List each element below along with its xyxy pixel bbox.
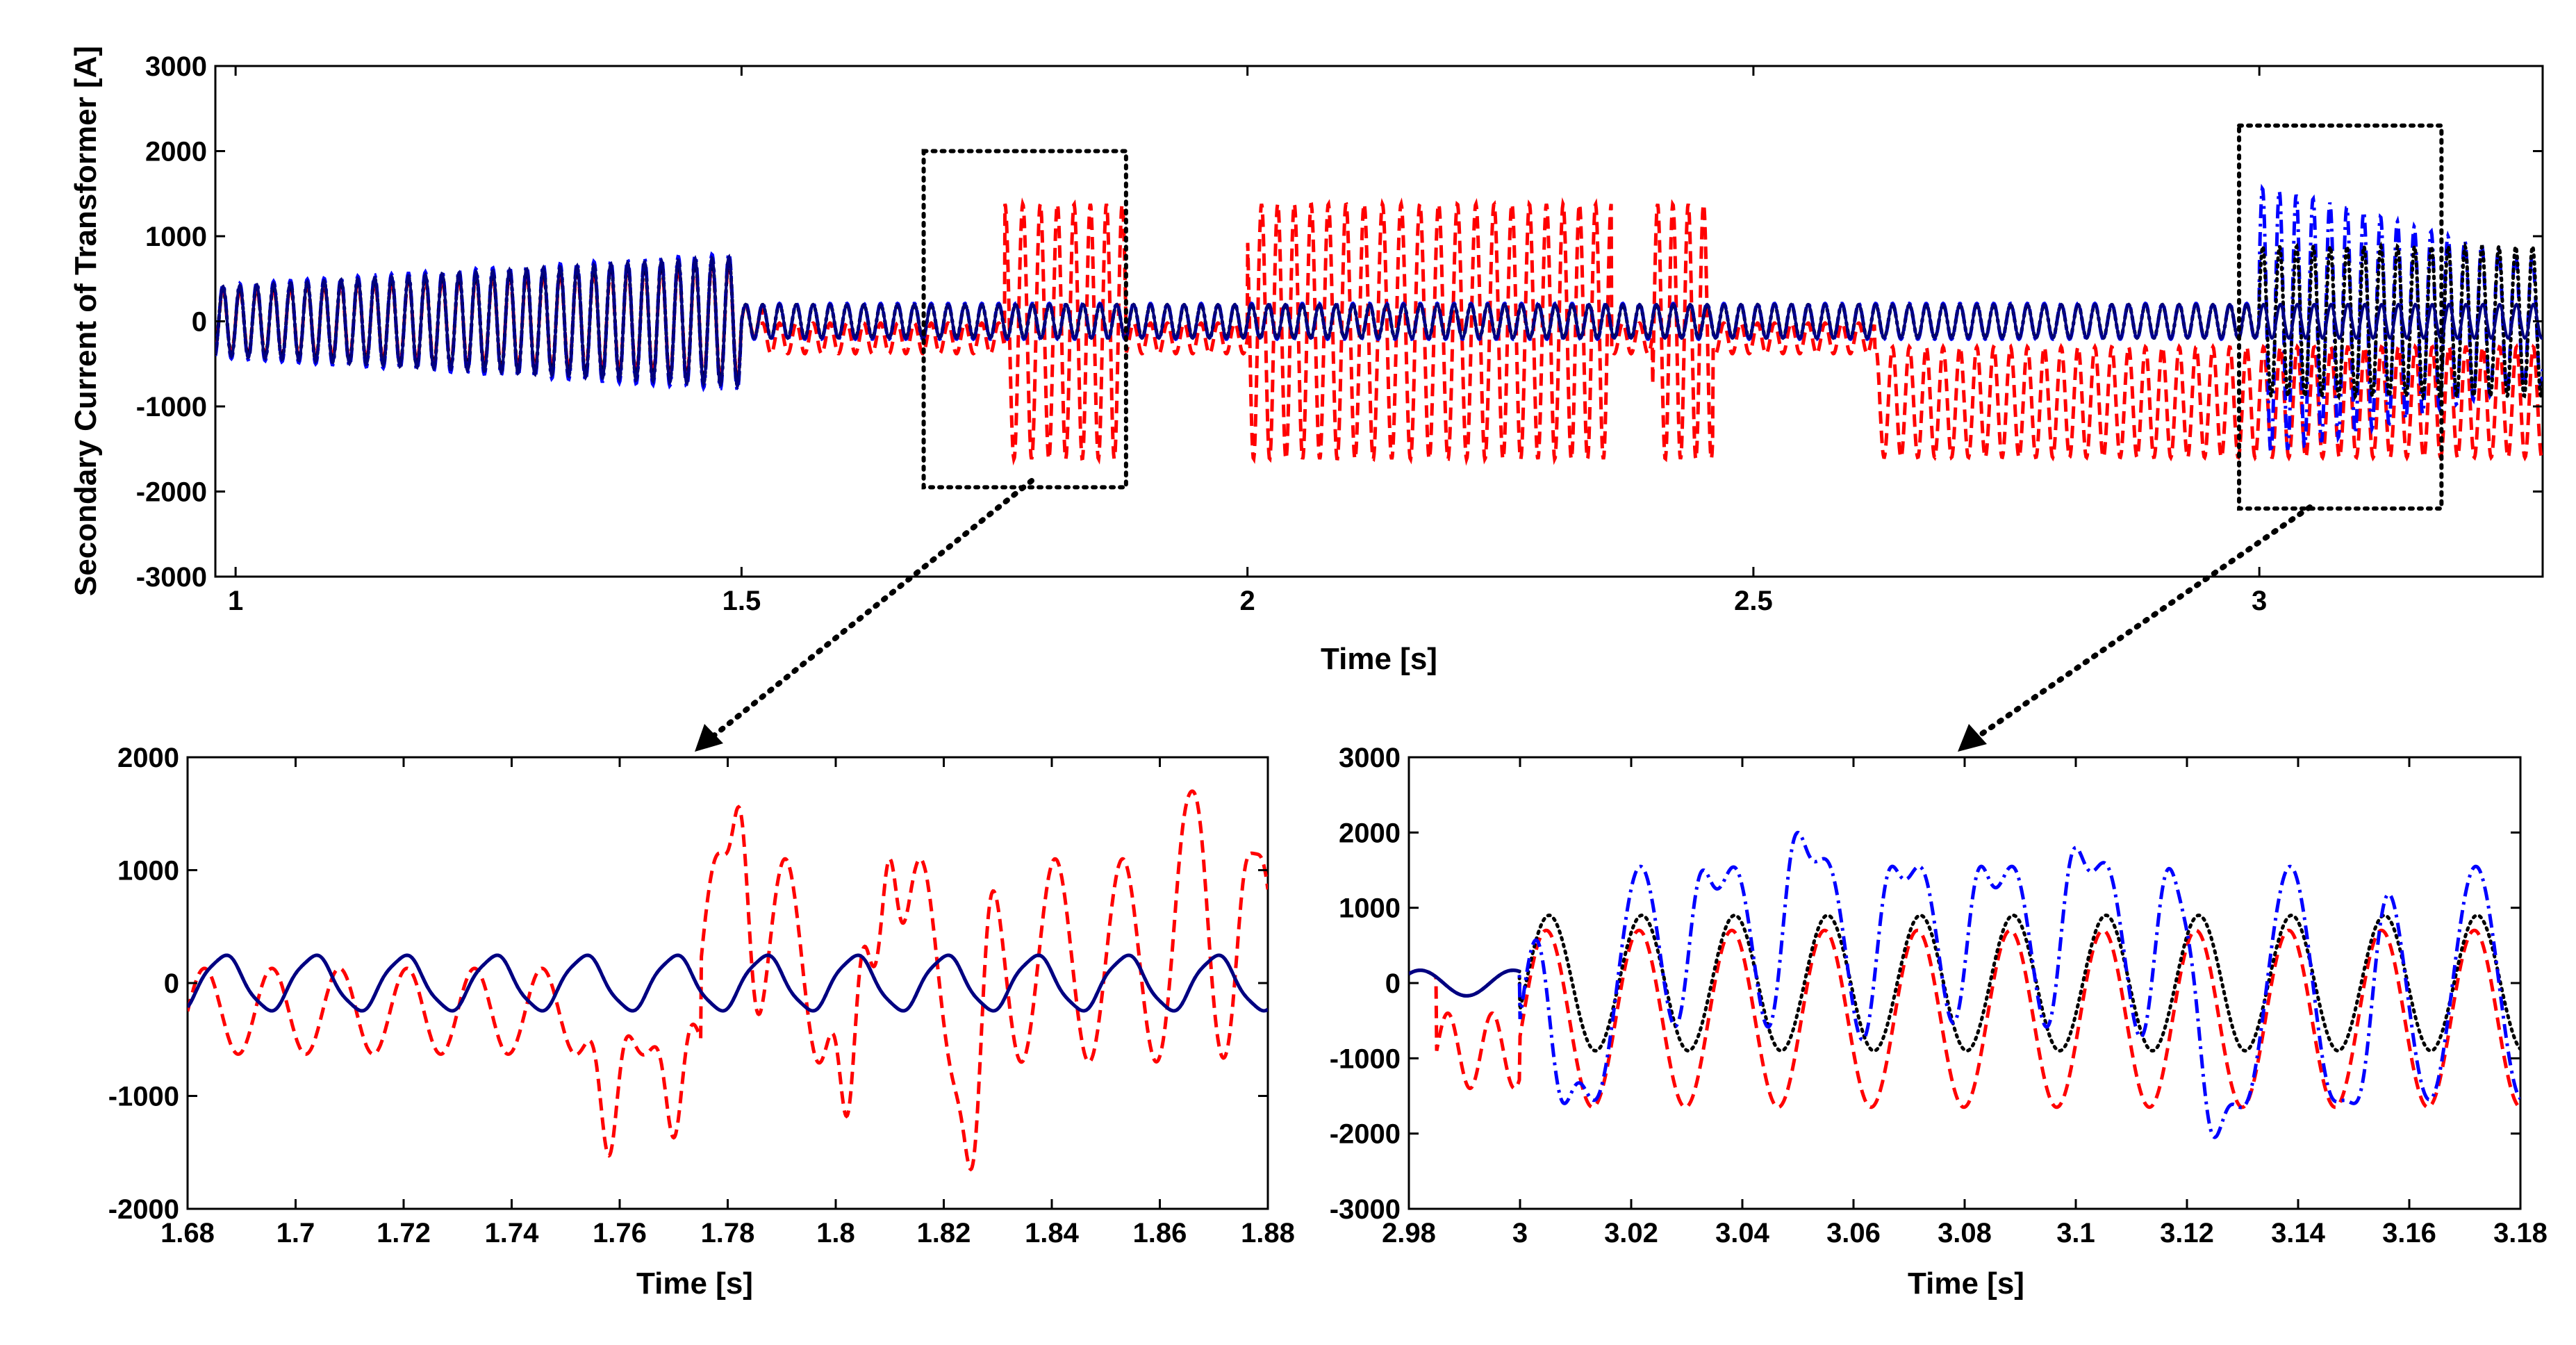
zoom-right-x-tick-label: 2.98 <box>1382 1218 1436 1248</box>
zoom-right-series-blue-dashdot <box>1409 830 2520 1139</box>
zoom-right-x-tick-label: 3.1 <box>2056 1218 2095 1248</box>
arrowhead-right-icon <box>1958 724 1987 752</box>
zoom-left-plot-frame <box>186 756 1269 1210</box>
zoom-right-x-tick-label: 3.16 <box>2382 1218 2436 1248</box>
zoom-left-series-navy-solid <box>188 953 1268 1013</box>
main-x-tick-label: 2 <box>1240 586 1255 616</box>
zoom-left-x-tick-label: 1.84 <box>1025 1218 1080 1248</box>
main-chart: 1 1.5 2 2.5 3 -3000 -2000 -1000 0 1000 2000 3000 Se… <box>69 46 2544 676</box>
zoom-left-x-tick-label: 1.8 <box>816 1218 855 1248</box>
zoom-right-y-tick-label: -1000 <box>1330 1043 1401 1074</box>
zoom-right-plot-frame <box>1407 756 2522 1210</box>
connector-left <box>706 478 1034 743</box>
zoom-left-x-axis-label: Time [s] <box>636 1266 753 1301</box>
zoom-left-x-tick-label: 1.72 <box>377 1218 431 1248</box>
zoom-right-y-tick-label: 2000 <box>1339 818 1401 848</box>
zoom-left-y-tick-label: 1000 <box>117 856 179 886</box>
arrowhead-left-icon <box>695 724 723 752</box>
zoom-left-x-tick-label: 1.76 <box>593 1218 647 1248</box>
zoom-right-x-tick-label: 3.04 <box>1715 1218 1770 1248</box>
main-x-tick-label: 3 <box>2252 586 2267 616</box>
zoom-right-series-red-dashed <box>1409 928 2520 1109</box>
main-y-tick-label: -3000 <box>136 562 207 593</box>
main-axis-ticks: 1 1.5 2 2.5 3 -3000 -2000 -1000 0 1000 2000 3000 <box>136 51 2543 616</box>
zoom-right-x-tick-label: 3 <box>1512 1218 1528 1248</box>
main-series-navy-solid <box>215 254 2543 390</box>
zoom-right-x-tick-label: 3.18 <box>2493 1218 2548 1248</box>
main-x-axis-label: Time [s] <box>1321 642 1437 676</box>
connector-right <box>1970 504 2313 743</box>
zoom-right-y-tick-label: 0 <box>1385 968 1401 999</box>
main-x-tick-label: 1 <box>228 586 243 616</box>
zoom-left-x-tick-label: 1.74 <box>485 1218 540 1248</box>
zoom-left-x-tick-label: 1.68 <box>160 1218 215 1248</box>
zoom-left-x-tick-label: 1.7 <box>276 1218 315 1248</box>
zoom-right-x-tick-label: 3.14 <box>2271 1218 2326 1248</box>
zoom-left-series-group <box>188 789 1268 1172</box>
zoom-right-x-tick-label: 3.12 <box>2160 1218 2214 1248</box>
zoom-right-y-tick-label: 1000 <box>1339 893 1401 924</box>
main-x-tick-label: 1.5 <box>723 586 761 616</box>
zoom-left-x-tick-label: 1.86 <box>1133 1218 1187 1248</box>
zoom-right-x-tick-label: 3.02 <box>1604 1218 1658 1248</box>
zoom-left-chart: 1.68 1.7 1.72 1.74 1.76 1.78 1.8 1.82 1.84 1.86 1.… <box>108 743 1295 1301</box>
zoom-left-y-tick-label: 2000 <box>117 743 179 773</box>
zoom-left-y-tick-label: -2000 <box>108 1194 179 1225</box>
main-y-axis-label: Secondary Current of Transformer [A] <box>69 46 103 596</box>
zoom-right-chart: 2.98 3 3.02 3.04 3.06 3.08 3.1 3.12 3.14 3.16 3.18… <box>1330 743 2548 1301</box>
zoom-left-axis-ticks: 1.68 1.7 1.72 1.74 1.76 1.78 1.8 1.82 1.84 1.86 1.… <box>108 743 1295 1248</box>
main-y-tick-label: -1000 <box>136 392 207 422</box>
main-y-tick-label: 1000 <box>145 222 207 252</box>
zoom-region-box-2 <box>2237 123 2444 511</box>
zoom-connectors <box>695 478 2313 752</box>
main-y-tick-label: -2000 <box>136 477 207 508</box>
zoom-right-y-tick-label: 3000 <box>1339 743 1401 773</box>
zoom-right-x-tick-label: 3.06 <box>1826 1218 1881 1248</box>
main-y-tick-label: 2000 <box>145 137 207 167</box>
zoom-left-y-tick-label: 0 <box>164 968 179 999</box>
zoom-right-x-tick-label: 3.08 <box>1938 1218 1992 1248</box>
main-y-tick-label: 0 <box>192 307 207 338</box>
zoom-left-x-tick-label: 1.78 <box>701 1218 755 1248</box>
zoom-left-x-tick-label: 1.88 <box>1241 1218 1295 1248</box>
main-y-tick-label: 3000 <box>145 51 207 82</box>
zoom-left-x-tick-label: 1.82 <box>917 1218 971 1248</box>
zoom-right-series-group <box>1409 830 2520 1139</box>
main-series-group <box>215 183 2543 466</box>
zoom-right-x-axis-label: Time [s] <box>1908 1266 2024 1301</box>
zoom-right-y-tick-label: -3000 <box>1330 1194 1401 1225</box>
zoom-right-series-black-dotted <box>1409 913 2520 1053</box>
zoom-left-y-tick-label: -1000 <box>108 1082 179 1112</box>
zoom-right-y-tick-label: -2000 <box>1330 1119 1401 1150</box>
zoom-right-axis-ticks: 2.98 3 3.02 3.04 3.06 3.08 3.1 3.12 3.14 3.16 3.18… <box>1330 743 2548 1248</box>
main-x-tick-label: 2.5 <box>1734 586 1773 616</box>
zoom-right-series-navy-solid <box>1409 968 1521 998</box>
zoom-left-series-red-dashed <box>188 789 1268 1172</box>
